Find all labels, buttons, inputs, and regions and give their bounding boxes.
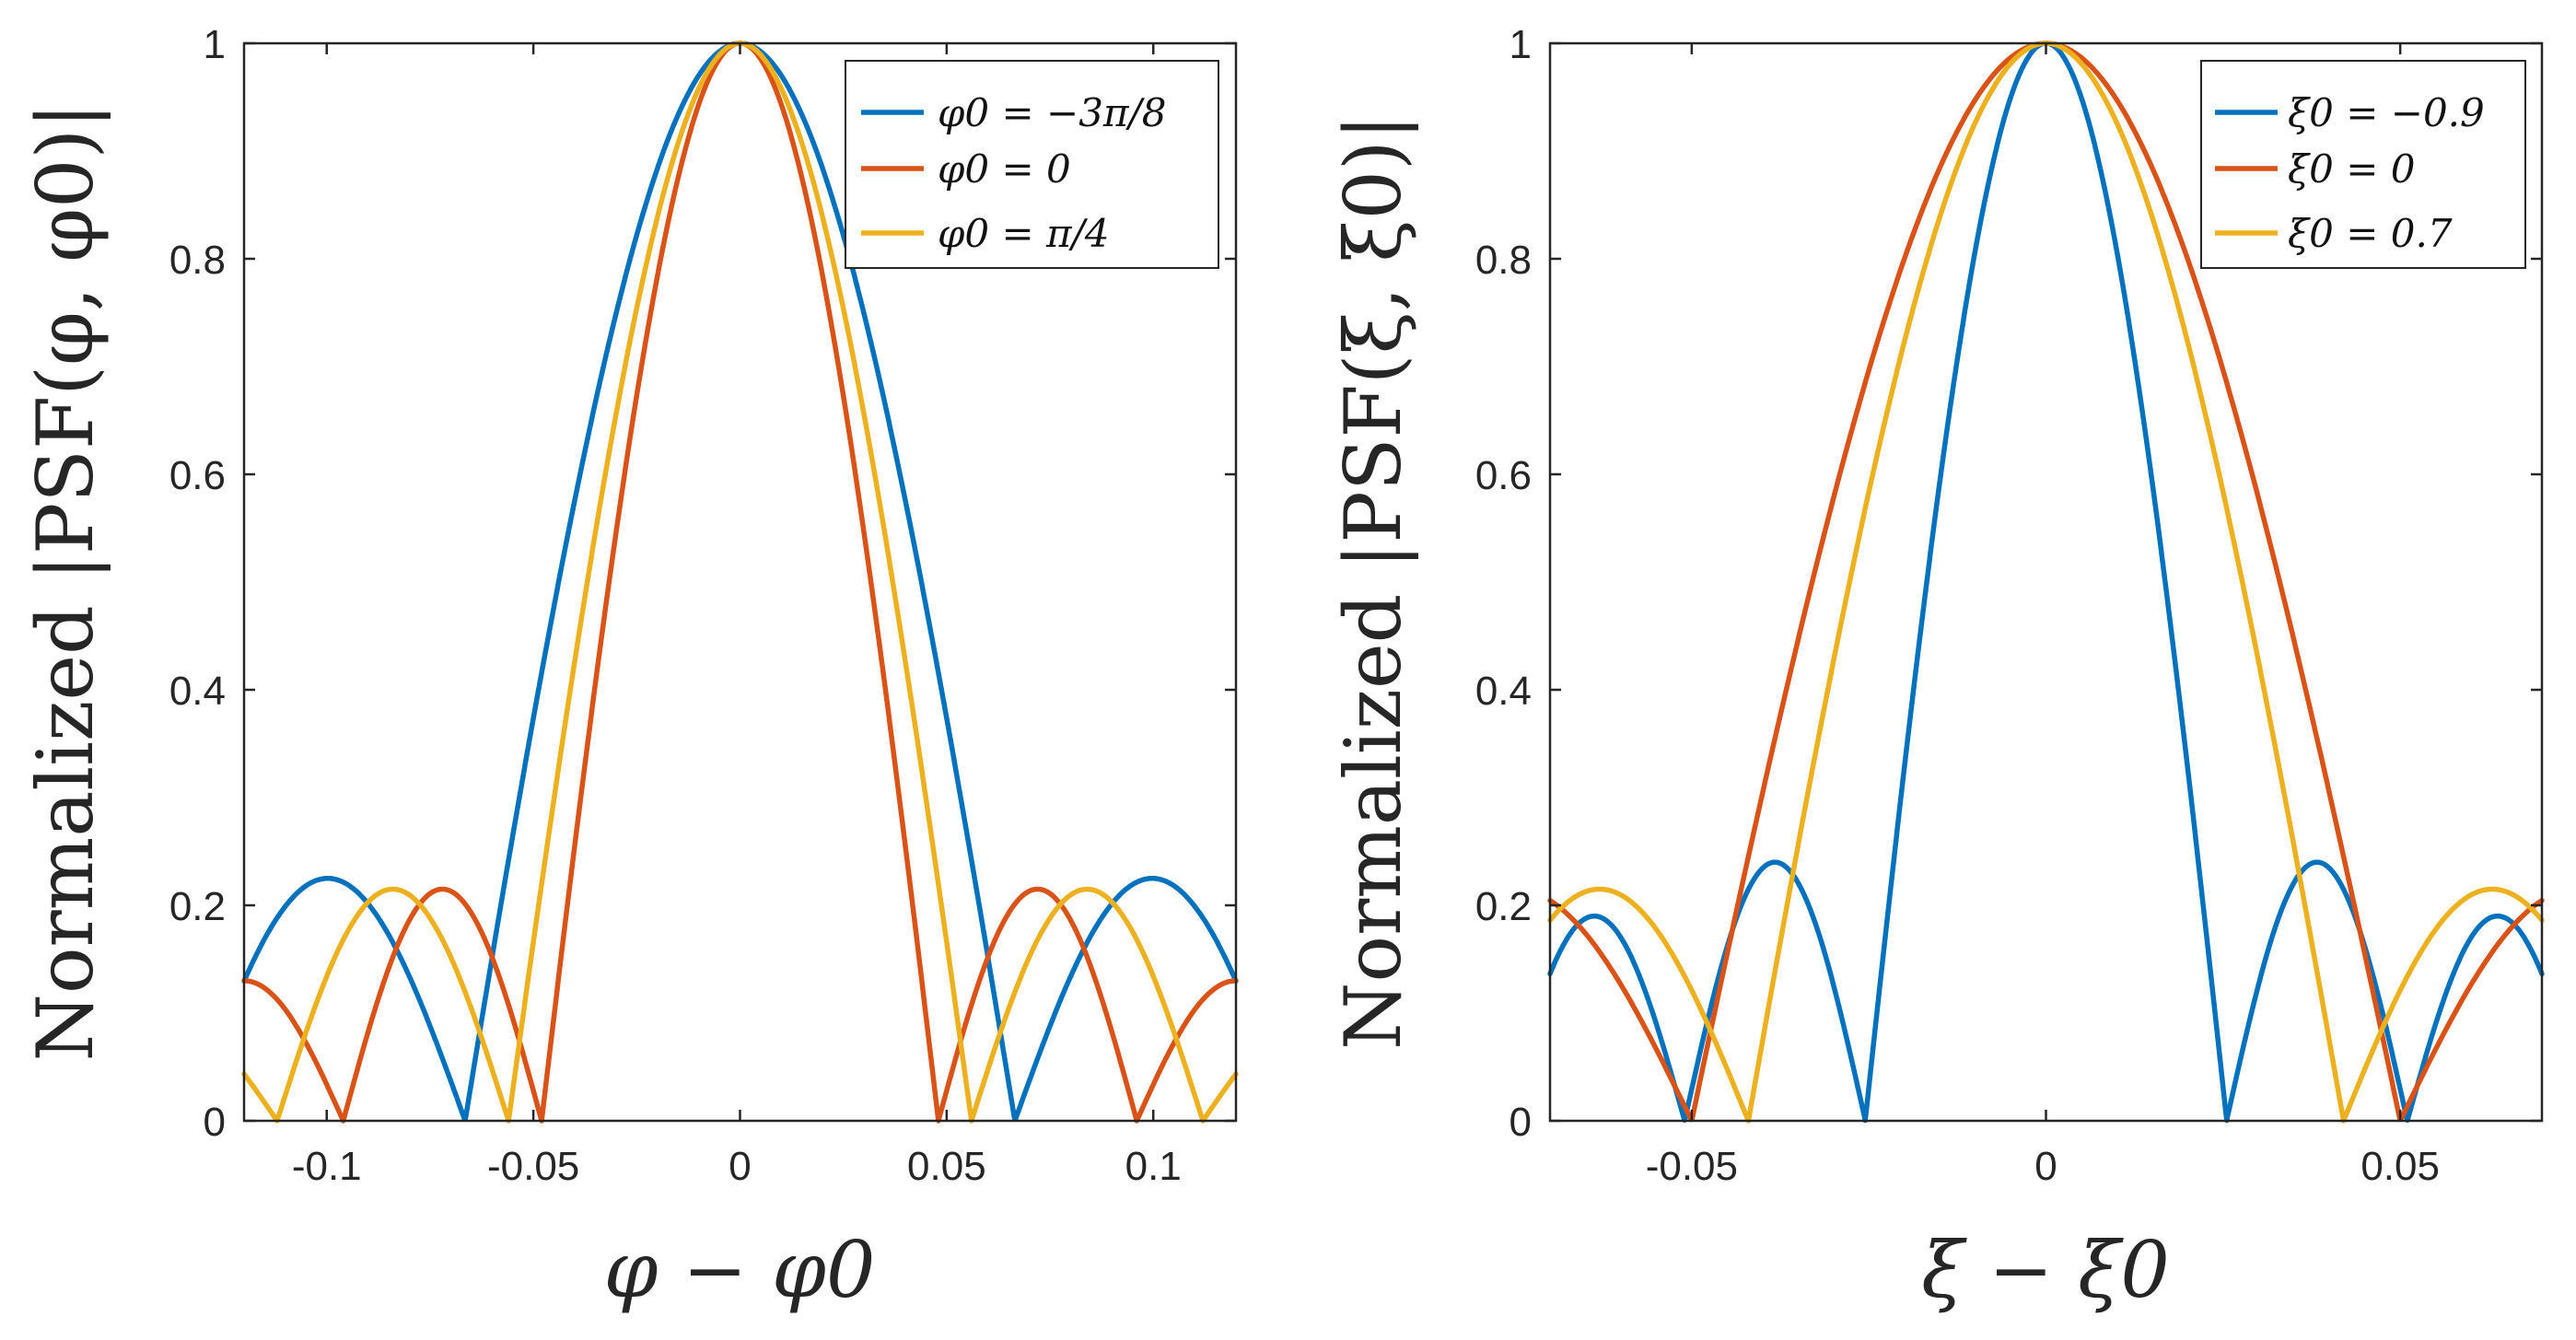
right-legend-label-2: ξ0 = 0.7 (2288, 211, 2453, 256)
left-xtick-label: 0.1 (1125, 1144, 1182, 1189)
right-ytick-label: 1 (1509, 22, 1532, 67)
left-plot: -0.1 -0.05 0 0.05 0.1 0 0.2 0.4 0.6 0.8 1 Normali… (20, 22, 1239, 1315)
right-legend-label-1: ξ0 = 0 (2288, 146, 2415, 192)
left-legend-label-1: φ0 = 0 (938, 146, 1071, 192)
left-x-ticks: -0.1 -0.05 0 0.05 0.1 (292, 43, 1182, 1189)
right-xtick-label: -0.05 (1646, 1144, 1738, 1189)
right-xtick-label: 0 (2034, 1144, 2057, 1189)
right-legend: ξ0 = −0.9 ξ0 = 0 ξ0 = 0.7 (2200, 60, 2526, 269)
left-ytick-label: 0 (204, 1100, 226, 1145)
left-x-axis-label: φ − φ0 (604, 1225, 876, 1315)
right-ytick-label: 0 (1509, 1100, 1532, 1145)
right-y-axis-label: Normalized |PSF(ξ, ξ0)| (1328, 114, 1418, 1050)
right-ytick-label: 0.8 (1475, 238, 1532, 283)
right-ytick-label: 0.4 (1475, 669, 1532, 714)
right-ytick-label: 0.6 (1475, 453, 1532, 498)
left-ytick-label: 0.2 (169, 884, 226, 929)
left-ytick-label: 0.8 (169, 238, 226, 283)
left-y-axis-label: Normalized |PSF(φ, φ0)| (20, 102, 111, 1061)
left-ytick-label: 0.4 (169, 669, 226, 714)
left-xtick-label: -0.05 (487, 1144, 579, 1189)
right-x-ticks: -0.05 0 0.05 (1646, 43, 2440, 1189)
left-y-ticks: 0 0.2 0.4 0.6 0.8 1 (169, 22, 1236, 1145)
left-xtick-label: 0.05 (907, 1144, 986, 1189)
right-x-axis-label: ξ − ξ0 (1921, 1225, 2170, 1315)
left-xtick-label: -0.1 (292, 1144, 362, 1189)
left-legend-label-0: φ0 = −3π/8 (938, 90, 1166, 135)
right-legend-label-0: ξ0 = −0.9 (2288, 90, 2485, 135)
right-plot: -0.05 0 0.05 0 0.2 0.4 0.6 0.8 1 Normalized |PS… (1328, 22, 2545, 1315)
left-legend: φ0 = −3π/8 φ0 = 0 φ0 = π/4 (845, 60, 1219, 269)
left-ytick-label: 1 (204, 22, 226, 67)
right-ytick-label: 0.2 (1475, 884, 1532, 929)
right-xtick-label: 0.05 (2360, 1144, 2440, 1189)
right-y-ticks: 0 0.2 0.4 0.6 0.8 1 (1475, 22, 2542, 1145)
left-ytick-label: 0.6 (169, 453, 226, 498)
left-xtick-label: 0 (729, 1144, 751, 1189)
left-legend-label-2: φ0 = π/4 (938, 211, 1110, 256)
